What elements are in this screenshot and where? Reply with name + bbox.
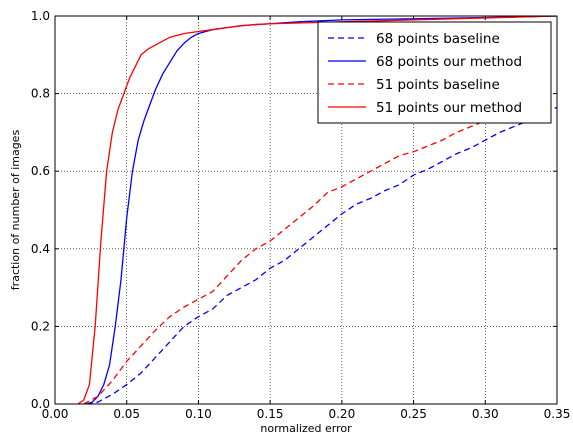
x-tick-label: 0.25: [400, 407, 427, 421]
x-axis-label: normalized error: [260, 422, 352, 435]
series-line-3: [83, 116, 500, 404]
x-tick-label: 0.10: [185, 407, 212, 421]
x-tick-label: 0.00: [42, 407, 69, 421]
legend: 68 points baseline 68 points our method 51…: [317, 21, 552, 124]
axis-ticks: 0.00 0.05 0.10 0.15 0.20 0.25 0.30 0.35 0.0 0.2 0.…: [31, 9, 570, 421]
legend-box: [317, 21, 552, 124]
series-lines: [77, 16, 557, 404]
y-tick-label: 0.6: [31, 164, 50, 178]
series-line-1: [86, 106, 557, 404]
legend-label: 68 points baseline: [376, 31, 500, 47]
plot-frame: [54, 15, 558, 405]
x-tick-label: 0.30: [472, 407, 499, 421]
legend-label: 68 points our method: [376, 54, 522, 70]
x-tick-label: 0.20: [328, 407, 355, 421]
x-tick-label: 0.05: [113, 407, 140, 421]
legend-label: 51 points baseline: [376, 77, 500, 93]
y-tick-label: 1.0: [31, 9, 50, 23]
y-tick-label: 0.2: [31, 319, 50, 333]
y-tick-label: 0.8: [31, 87, 50, 101]
legend-label: 51 points our method: [376, 100, 522, 116]
x-tick-label: 0.15: [257, 407, 284, 421]
y-tick-label: 0.0: [31, 397, 50, 411]
x-tick-label: 0.35: [544, 407, 571, 421]
series-line-4: [77, 16, 557, 404]
y-tick-label: 0.4: [31, 242, 50, 256]
y-axis-label: fraction of number of images: [9, 130, 22, 291]
